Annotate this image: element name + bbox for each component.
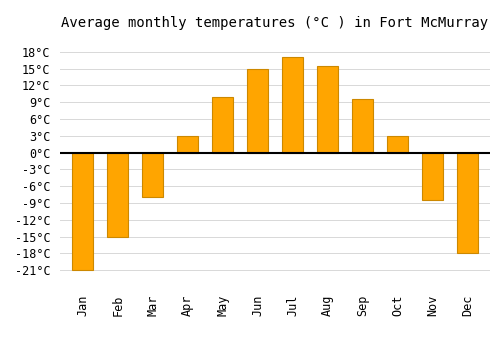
Bar bbox=[107, 153, 128, 237]
Bar bbox=[457, 153, 478, 253]
Bar bbox=[317, 66, 338, 153]
Bar bbox=[422, 153, 443, 200]
Bar bbox=[352, 99, 373, 153]
Bar bbox=[177, 136, 198, 153]
Bar bbox=[387, 136, 408, 153]
Title: Average monthly temperatures (°C ) in Fort McMurray: Average monthly temperatures (°C ) in Fo… bbox=[62, 16, 488, 30]
Bar bbox=[247, 69, 268, 153]
Bar bbox=[72, 153, 93, 270]
Bar bbox=[282, 57, 303, 153]
Bar bbox=[212, 97, 233, 153]
Bar bbox=[142, 153, 163, 197]
